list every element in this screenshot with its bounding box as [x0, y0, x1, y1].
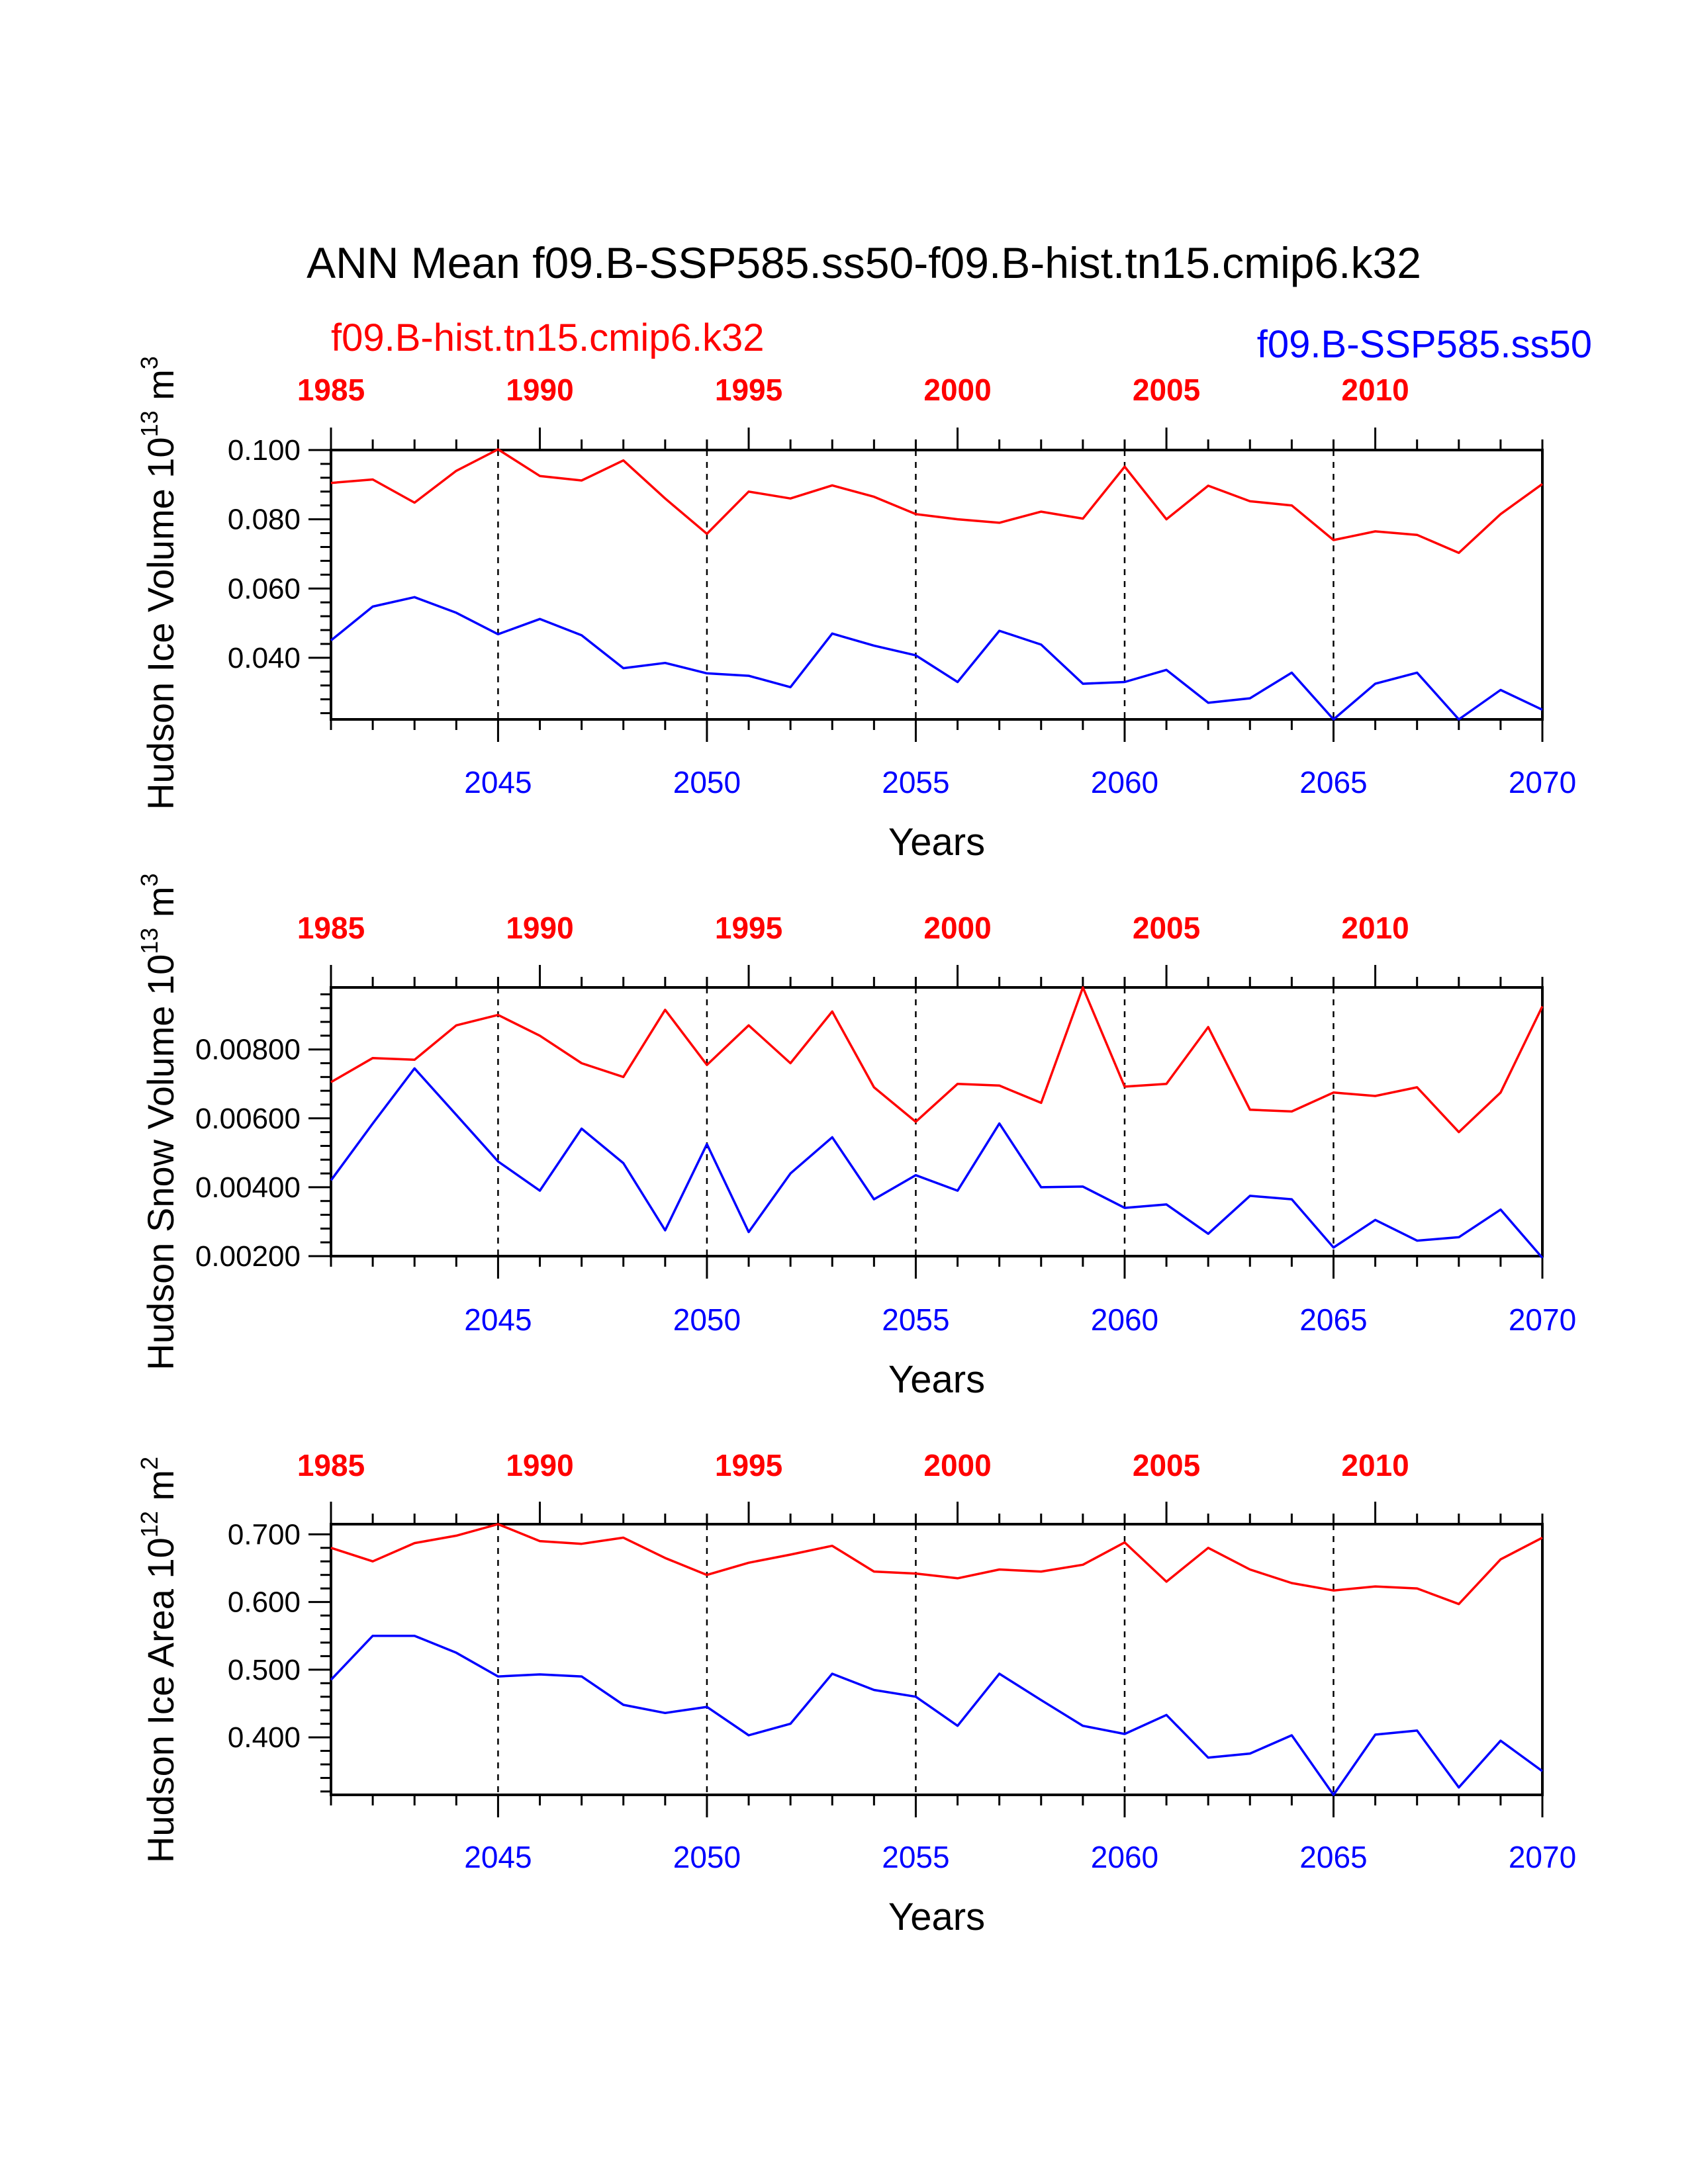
- bottom-x-tick-label: 2060: [1091, 1302, 1158, 1337]
- legend-label-hist: f09.B-hist.tn15.cmip6.k32: [331, 316, 764, 359]
- y-axis-title: Hudson Snow Volume 1013 m3: [136, 873, 181, 1370]
- top-x-tick-label: 1990: [506, 911, 573, 945]
- top-x-tick-label: 2000: [923, 1448, 991, 1482]
- series-line-ssp: [330, 1067, 1544, 1259]
- bottom-x-tick-label: 2050: [673, 1302, 741, 1337]
- bottom-x-tick-label: 2065: [1299, 1302, 1367, 1337]
- y-axis-title-exponent: 13: [136, 928, 163, 954]
- bottom-x-tick-label: 2050: [673, 765, 741, 799]
- y-axis-title-main: Hudson Ice Volume 10: [140, 437, 181, 809]
- plot-frame: [330, 986, 1544, 1257]
- y-tick-label: 0.700: [228, 1518, 301, 1551]
- bottom-x-tick-label: 2065: [1299, 765, 1367, 799]
- top-x-tick-label: 2000: [923, 911, 991, 945]
- y-tick-label: 0.00200: [195, 1240, 301, 1273]
- plot-frame: [330, 1523, 1544, 1796]
- y-axis-title: Hudson Ice Area 1012 m2: [136, 1457, 181, 1863]
- y-axis-title-main: Hudson Ice Area 10: [140, 1537, 181, 1863]
- series-line-ssp: [330, 596, 1543, 721]
- y-tick-label: 0.400: [228, 1721, 301, 1754]
- y-tick-label: 0.00600: [195, 1103, 301, 1135]
- bottom-x-tick-label: 2045: [464, 765, 532, 799]
- chart-panel-1: 0.040 0.060 0.080 0.100 2045 2050 2055 2060 2065…: [136, 356, 1576, 864]
- bottom-x-tick-label: 2045: [464, 1302, 532, 1337]
- bottom-x-tick-label: 2045: [464, 1840, 532, 1874]
- plot-frame: [330, 449, 1544, 721]
- top-x-tick-label: 2010: [1341, 373, 1409, 407]
- top-x-tick-label: 1995: [715, 911, 782, 945]
- chart-panel-3: 0.400 0.500 0.600 0.700 2045 2050 2055 2060 2065…: [136, 1448, 1576, 1938]
- y-tick-label: 0.600: [228, 1586, 301, 1619]
- bottom-x-tick-label: 2055: [882, 1302, 949, 1337]
- top-x-tick-label: 1990: [506, 1448, 573, 1482]
- top-x-tick-label: 1995: [715, 1448, 782, 1482]
- y-axis-title-exponent: 13: [136, 410, 163, 437]
- y-axis-title-exponent: 12: [136, 1511, 163, 1537]
- y-tick-label: 0.00800: [195, 1034, 301, 1066]
- x-axis-title: Years: [888, 1895, 985, 1938]
- page-title: ANN Mean f09.B-SSP585.ss50-f09.B-hist.tn…: [306, 238, 1421, 287]
- x-axis-title: Years: [888, 1358, 985, 1401]
- bottom-x-tick-label: 2055: [882, 1840, 949, 1874]
- top-x-tick-label: 1985: [297, 911, 365, 945]
- y-tick-label: 0.00400: [195, 1171, 301, 1204]
- bottom-x-tick-label: 2060: [1091, 765, 1158, 799]
- panels-group: 0.040 0.060 0.080 0.100 2045 2050 2055 2060 2065…: [136, 356, 1576, 1938]
- top-x-tick-label: 1990: [506, 373, 573, 407]
- top-x-tick-label: 2010: [1341, 1448, 1409, 1482]
- series-line-ssp: [330, 1634, 1544, 1796]
- y-tick-label: 0.080: [228, 504, 301, 536]
- top-x-tick-label: 1995: [715, 373, 782, 407]
- y-tick-label: 0.500: [228, 1654, 301, 1686]
- y-axis-title: Hudson Ice Volume 1013 m3: [136, 356, 181, 810]
- top-x-tick-label: 2005: [1133, 1448, 1200, 1482]
- top-x-tick-label: 1985: [297, 373, 365, 407]
- series-line-hist: [330, 986, 1544, 1134]
- bottom-x-tick-label: 2055: [882, 765, 949, 799]
- bottom-x-tick-label: 2065: [1299, 1840, 1367, 1874]
- bottom-x-tick-label: 2060: [1091, 1840, 1158, 1874]
- y-tick-label: 0.040: [228, 642, 301, 674]
- series-line-hist: [330, 1523, 1543, 1606]
- y-tick-label: 0.060: [228, 572, 301, 605]
- y-axis-title-main: Hudson Snow Volume 10: [140, 954, 181, 1371]
- series-line-hist: [330, 448, 1544, 555]
- y-axis-title-unit-exponent: 2: [136, 1457, 163, 1470]
- top-x-tick-label: 2005: [1133, 911, 1200, 945]
- legend-label-ssp: f09.B-SSP585.ss50: [1257, 323, 1592, 366]
- bottom-x-tick-label: 2070: [1509, 765, 1576, 799]
- y-axis-title-unit-exponent: 3: [136, 873, 163, 886]
- bottom-x-tick-label: 2070: [1509, 1840, 1576, 1874]
- top-x-tick-label: 2010: [1341, 911, 1409, 945]
- x-axis-title: Years: [888, 821, 985, 864]
- bottom-x-tick-label: 2050: [673, 1840, 741, 1874]
- y-axis-title-unit: m: [140, 1470, 181, 1511]
- y-tick-label: 0.100: [228, 434, 301, 467]
- bottom-x-tick-label: 2070: [1509, 1302, 1576, 1337]
- y-axis-title-unit-exponent: 3: [136, 356, 163, 369]
- y-axis-title-unit: m: [140, 369, 181, 410]
- top-x-tick-label: 2005: [1133, 373, 1200, 407]
- top-x-tick-label: 2000: [923, 373, 991, 407]
- chart-panel-2: 0.00200 0.00400 0.00600 0.00800 2045 2050 2055…: [136, 873, 1576, 1401]
- y-axis-title-unit: m: [140, 886, 181, 927]
- top-x-tick-label: 1985: [297, 1448, 365, 1482]
